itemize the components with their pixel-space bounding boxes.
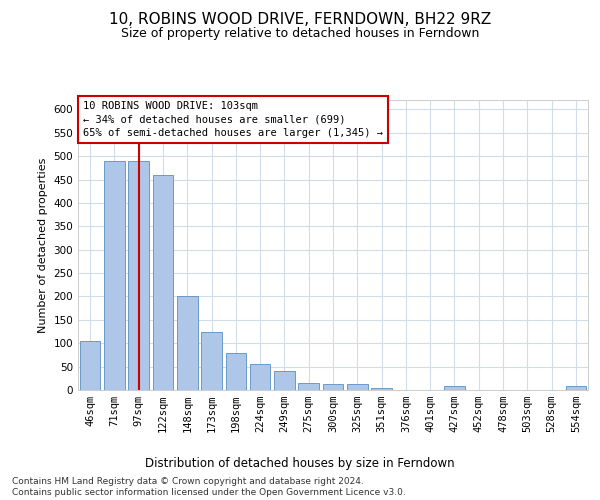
Y-axis label: Number of detached properties: Number of detached properties: [38, 158, 48, 332]
Bar: [201, 332, 222, 390]
Bar: [152, 175, 173, 390]
Bar: [128, 161, 149, 390]
Text: 10 ROBINS WOOD DRIVE: 103sqm
← 34% of detached houses are smaller (699)
65% of s: 10 ROBINS WOOD DRIVE: 103sqm ← 34% of de…: [83, 102, 383, 138]
Bar: [566, 386, 586, 390]
Bar: [80, 341, 100, 390]
Bar: [226, 352, 246, 390]
Bar: [347, 384, 368, 390]
Text: Size of property relative to detached houses in Ferndown: Size of property relative to detached ho…: [121, 28, 479, 40]
Bar: [177, 296, 197, 390]
Bar: [250, 364, 271, 390]
Bar: [274, 372, 295, 390]
Bar: [298, 383, 319, 390]
Bar: [323, 384, 343, 390]
Text: Contains HM Land Registry data © Crown copyright and database right 2024.
Contai: Contains HM Land Registry data © Crown c…: [12, 478, 406, 497]
Text: Distribution of detached houses by size in Ferndown: Distribution of detached houses by size …: [145, 458, 455, 470]
Bar: [104, 161, 125, 390]
Bar: [444, 386, 465, 390]
Bar: [371, 388, 392, 390]
Text: 10, ROBINS WOOD DRIVE, FERNDOWN, BH22 9RZ: 10, ROBINS WOOD DRIVE, FERNDOWN, BH22 9R…: [109, 12, 491, 28]
